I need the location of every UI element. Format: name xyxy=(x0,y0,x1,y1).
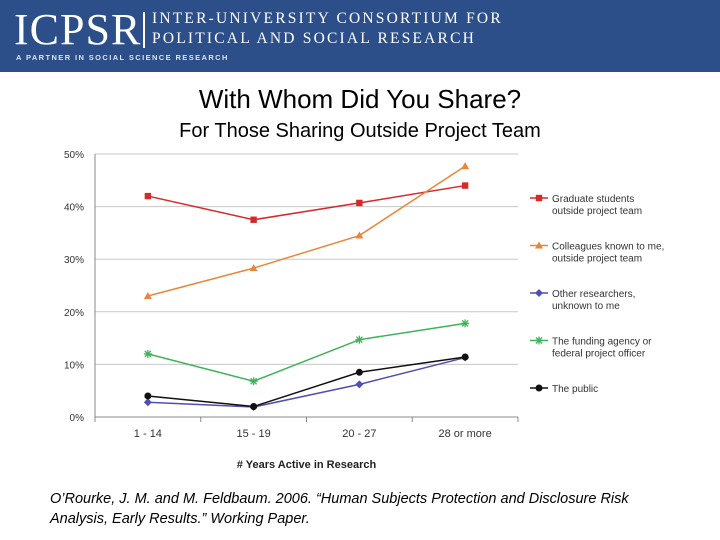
data-point xyxy=(356,199,363,207)
data-point xyxy=(143,292,152,300)
data-point xyxy=(461,353,469,361)
data-point xyxy=(144,192,152,200)
y-tick-label: 30% xyxy=(64,255,84,266)
y-tick-label: 10% xyxy=(64,360,84,371)
logo-divider xyxy=(143,12,145,48)
legend-marker xyxy=(535,241,543,249)
legend-label: Other researchers, xyxy=(552,289,635,300)
series-line-3 xyxy=(147,322,466,383)
series-line-1 xyxy=(147,165,466,297)
series-line-2 xyxy=(147,356,466,408)
legend-label: Graduate students xyxy=(552,194,634,205)
legend-label: Colleagues known to me, xyxy=(552,242,664,253)
legend-marker xyxy=(535,336,543,345)
data-point xyxy=(461,182,469,189)
data-point xyxy=(355,368,363,376)
data-point xyxy=(143,398,152,407)
legend-label: outside project team xyxy=(552,206,642,217)
data-point xyxy=(355,335,364,344)
legend-label: outside project team xyxy=(552,254,642,265)
y-tick-label: 40% xyxy=(64,203,84,214)
icpsr-logo: ICPSR xyxy=(14,5,142,54)
y-tick-label: 50% xyxy=(64,150,84,161)
series-line-4 xyxy=(147,356,466,408)
x-axis-title: # Years Active in Research xyxy=(237,459,377,471)
legend-marker xyxy=(535,194,543,202)
header-banner: ICPSR INTER-UNIVERSITY CONSORTIUM FOR PO… xyxy=(0,0,720,72)
slide-title: With Whom Did You Share? xyxy=(198,84,522,114)
slide-subtitle: For Those Sharing Outside Project Team xyxy=(179,120,541,142)
org-name-line-2: POLITICAL AND SOCIAL RESEARCH xyxy=(152,30,477,47)
data-point xyxy=(355,380,364,389)
data-point xyxy=(250,402,258,410)
data-point xyxy=(250,216,257,223)
legend-label: federal project officer xyxy=(552,349,646,360)
legend-marker xyxy=(535,384,543,392)
data-point xyxy=(461,162,470,170)
data-point xyxy=(249,377,258,386)
data-point xyxy=(249,264,258,272)
data-point xyxy=(355,231,364,239)
data-point xyxy=(143,349,152,358)
y-tick-label: 0% xyxy=(70,413,85,424)
x-tick-label: 20 - 27 xyxy=(342,428,376,440)
legend-marker xyxy=(535,289,543,297)
tagline: A PARTNER IN SOCIAL SCIENCE RESEARCH xyxy=(16,53,229,62)
legend-label: The funding agency or xyxy=(552,337,652,348)
data-point xyxy=(144,392,152,400)
x-tick-label: 15 - 19 xyxy=(237,428,271,440)
org-name-line-1: INTER-UNIVERSITY CONSORTIUM FOR xyxy=(152,10,503,27)
citation: O’Rourke, J. M. and M. Feldbaum. 2006. “… xyxy=(50,491,629,527)
data-point xyxy=(461,319,470,328)
x-tick-label: 1 - 14 xyxy=(134,428,162,440)
series-line-0 xyxy=(147,184,466,221)
legend-label: The public xyxy=(552,384,598,395)
y-tick-label: 20% xyxy=(64,308,84,319)
legend-label: unknown to me xyxy=(552,301,620,312)
x-tick-label: 28 or more xyxy=(439,428,492,440)
